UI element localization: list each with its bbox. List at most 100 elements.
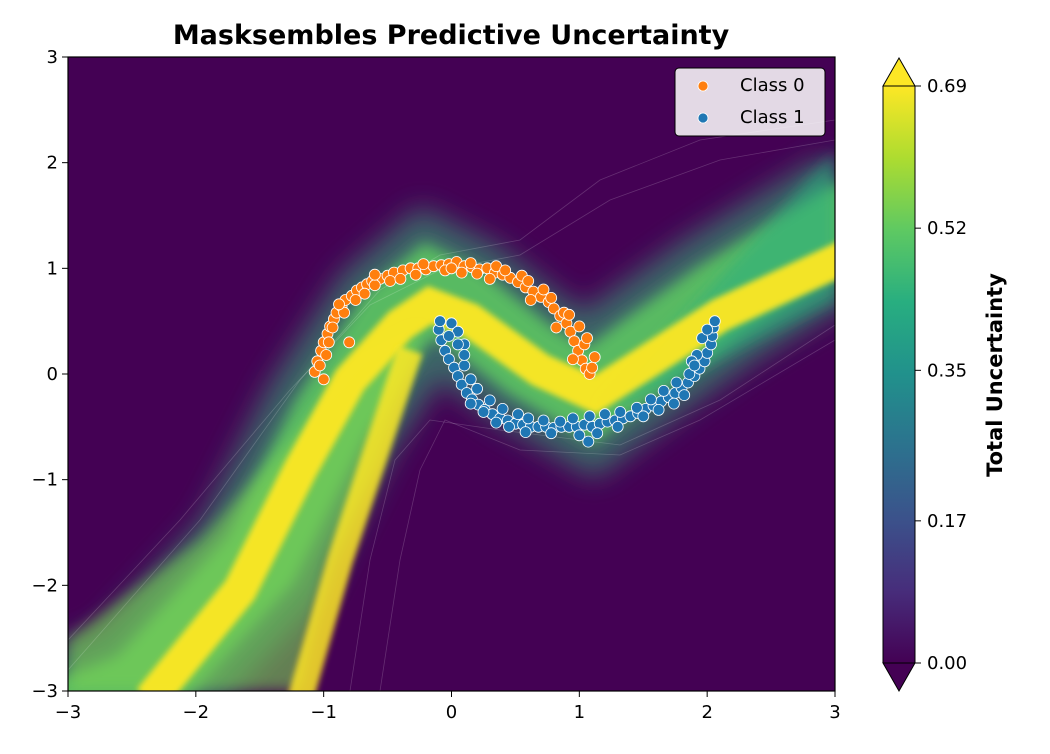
scatter-point-class1 [464, 397, 477, 410]
scatter-point-class1 [696, 332, 708, 345]
contour-line [379, 339, 835, 691]
scatter-points [308, 256, 721, 448]
colorbar-tick-label: 0.35 [927, 360, 967, 381]
x-tick-label: −3 [55, 702, 82, 723]
scatter-point-class1 [471, 382, 484, 395]
colorbar-extend-min [882, 662, 916, 693]
x-tick-label: 0 [446, 702, 457, 723]
boundary-core [136, 242, 835, 691]
y-tick-label: 0 [47, 364, 58, 385]
scatter-point-class0 [471, 267, 484, 280]
scatter-point-class0 [563, 308, 575, 321]
scatter-point-class0 [394, 272, 407, 285]
colorbar-tick-label: 0.17 [927, 511, 967, 532]
scatter-point-class0 [567, 353, 579, 366]
scatter-point-class1 [583, 410, 596, 423]
chart-title: Masksembles Predictive Uncertainty [173, 20, 730, 51]
legend: Class 0 Class 1 [674, 67, 826, 137]
scatter-point-class1 [434, 315, 446, 328]
scatter-point-class0 [581, 332, 593, 345]
scatter-point-class1 [668, 397, 680, 410]
scatter-point-class1 [451, 338, 464, 351]
scatter-point-class0 [317, 373, 330, 386]
scatter-point-class1 [645, 393, 657, 406]
scatter-point-class0 [483, 272, 496, 285]
scatter-point-class0 [333, 298, 345, 311]
scatter-point-class1 [464, 373, 477, 386]
scatter-point-class1 [611, 420, 624, 433]
scatter-point-class1 [490, 416, 503, 429]
scatter-point-class0 [368, 279, 381, 292]
scatter-point-class0 [384, 275, 397, 287]
x-tick-label: −1 [310, 702, 337, 723]
scatter-point-class1 [477, 406, 490, 418]
scatter-point-class0 [455, 266, 468, 279]
scatter-point-class1 [545, 427, 558, 440]
scatter-point-class1 [614, 406, 627, 418]
contour-line [349, 324, 835, 691]
scatter-point-class0 [320, 349, 333, 361]
colorbar-ticks: 0.00 0.17 0.35 0.52 0.69 [915, 76, 967, 674]
y-tick-label: 2 [47, 153, 58, 174]
scatter-point-class0 [409, 268, 422, 281]
legend-marker-class0 [697, 80, 709, 92]
scatter-point-class0 [524, 294, 537, 306]
contour-lines [68, 119, 835, 691]
legend-box [674, 67, 826, 137]
y-tick-label: −1 [31, 470, 58, 491]
scatter-point-class1 [652, 403, 665, 416]
scatter-point-class1 [519, 426, 532, 439]
scatter-point-class1 [678, 389, 691, 402]
scatter-point-class1 [458, 349, 471, 361]
scatter-point-class0 [417, 258, 430, 271]
colorbar-extend-max [882, 56, 916, 87]
scatter-point-class0 [464, 257, 477, 270]
boundary-secondary-core [289, 345, 423, 691]
scatter-point-class1 [537, 414, 550, 427]
colorbar-tick-label: 0.69 [927, 76, 967, 97]
scatter-point-class1 [708, 315, 721, 328]
scatter-point-class1 [670, 376, 683, 389]
scatter-point-class1 [554, 415, 567, 428]
scatter-point-class0 [573, 320, 586, 333]
scatter-point-class0 [588, 351, 601, 364]
scatter-point-class0 [358, 287, 371, 300]
scatter-point-class0 [313, 359, 326, 372]
legend-label-class1: Class 1 [740, 107, 805, 128]
colorbar: 0.00 0.17 0.35 0.52 0.69 Total Uncertainty [882, 56, 1007, 693]
uncertainty-heatmap [68, 57, 835, 691]
scatter-point-class1 [688, 359, 701, 372]
scatter-point-class1 [503, 420, 515, 433]
scatter-point-class0 [550, 321, 563, 334]
scatter-point-class0 [445, 262, 458, 275]
legend-marker-class1 [697, 112, 709, 124]
contour-line [68, 119, 835, 671]
scatter-point-class1 [591, 427, 604, 440]
scatter-point-class0 [586, 361, 598, 374]
scatter-point-class0 [322, 336, 335, 349]
x-axis: −3 −2 −1 0 1 2 3 [55, 691, 841, 723]
x-tick-label: 3 [829, 702, 840, 723]
scatter-point-class0 [537, 283, 550, 296]
scatter-point-class1 [683, 368, 696, 380]
colorbar-label: Total Uncertainty [983, 273, 1007, 477]
scatter-point-class1 [573, 429, 586, 442]
scatter-point-class1 [442, 330, 455, 342]
scatter-point-class0 [499, 264, 512, 277]
x-tick-label: 2 [701, 702, 712, 723]
scatter-point-class1 [631, 401, 643, 414]
scatter-point-class0 [522, 275, 535, 287]
colorbar-gradient [883, 86, 915, 663]
scatter-point-class1 [512, 408, 524, 421]
colorbar-tick-label: 0.52 [927, 218, 967, 239]
scatter-point-class1 [599, 408, 611, 421]
scatter-point-class0 [545, 291, 558, 304]
y-tick-label: 3 [47, 47, 58, 68]
x-tick-label: 1 [574, 702, 585, 723]
scatter-point-class1 [657, 384, 670, 397]
scatter-point-class1 [701, 323, 714, 336]
scatter-point-class1 [458, 359, 471, 372]
y-tick-label: −3 [31, 681, 58, 702]
scatter-point-class1 [442, 353, 455, 366]
y-axis: −3 −2 −1 0 1 2 3 [31, 47, 68, 702]
